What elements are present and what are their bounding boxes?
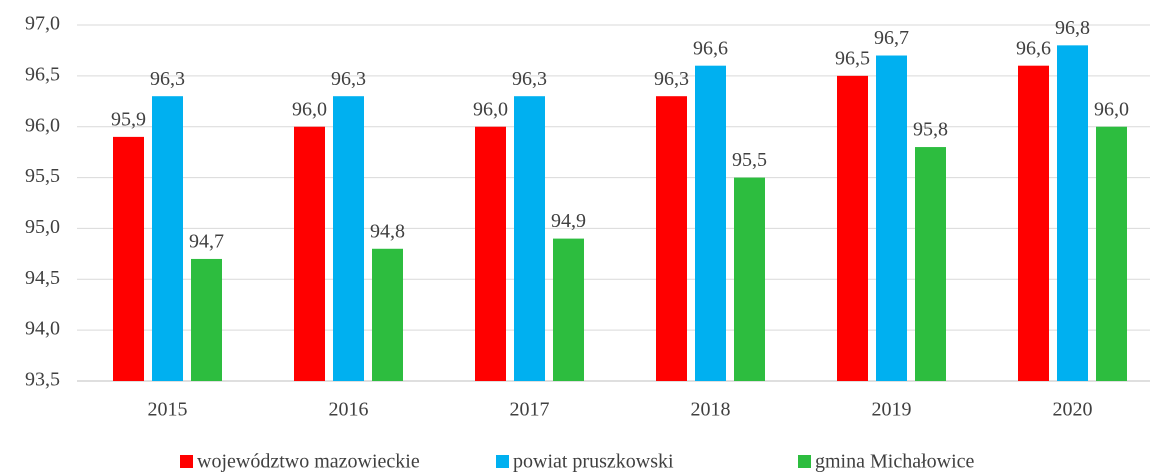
bar <box>191 258 222 381</box>
data-label: 96,6 <box>1016 37 1051 59</box>
data-label: 96,3 <box>331 68 366 90</box>
bar <box>152 96 183 381</box>
bar <box>372 248 403 381</box>
y-tick-label: 96,0 <box>25 114 60 136</box>
data-label: 95,5 <box>732 149 767 171</box>
legend-swatch <box>496 455 509 468</box>
bar <box>915 147 946 381</box>
x-tick-label: 2015 <box>148 399 188 421</box>
data-label: 94,9 <box>551 210 586 232</box>
data-label: 96,3 <box>654 68 689 90</box>
x-tick-label: 2016 <box>329 399 369 421</box>
x-tick-label: 2018 <box>691 399 731 421</box>
legend-label: powiat pruszkowski <box>513 451 674 473</box>
bar <box>113 136 144 381</box>
legend-swatch <box>798 455 811 468</box>
data-label: 94,7 <box>189 231 224 253</box>
data-label: 95,8 <box>913 119 948 141</box>
y-tick-label: 97,0 <box>25 13 60 35</box>
legend-label: województwo mazowieckie <box>197 451 420 473</box>
data-label: 96,0 <box>292 98 327 120</box>
bar <box>656 96 687 381</box>
x-tick-label: 2019 <box>872 399 912 421</box>
y-tick-label: 95,0 <box>25 216 60 238</box>
data-label: 96,0 <box>473 98 508 120</box>
y-tick-label: 95,5 <box>25 165 60 187</box>
bar <box>695 65 726 381</box>
bar <box>1096 126 1127 381</box>
bar <box>475 126 506 381</box>
y-tick-label: 96,5 <box>25 63 60 85</box>
data-label: 96,5 <box>835 47 870 69</box>
data-label: 96,7 <box>874 27 909 49</box>
bar <box>333 96 364 381</box>
bar <box>734 177 765 381</box>
bar <box>294 126 325 381</box>
data-label: 96,0 <box>1094 98 1129 120</box>
bar <box>1018 65 1049 381</box>
y-tick-label: 94,0 <box>25 318 60 340</box>
bar <box>876 55 907 382</box>
bar <box>1057 45 1088 381</box>
x-tick-label: 2017 <box>510 399 550 421</box>
legend-label: gmina Michałowice <box>815 451 975 473</box>
data-label: 96,6 <box>693 37 728 59</box>
data-label: 96,3 <box>150 68 185 90</box>
data-label: 96,3 <box>512 68 547 90</box>
bar <box>837 75 868 381</box>
data-label: 96,8 <box>1055 17 1090 39</box>
y-tick-label: 94,5 <box>25 267 60 289</box>
bar <box>553 238 584 381</box>
data-label: 94,8 <box>370 220 405 242</box>
data-label: 95,9 <box>111 108 146 130</box>
x-tick-label: 2020 <box>1053 399 1093 421</box>
y-tick-label: 93,5 <box>25 369 60 391</box>
legend-swatch <box>180 455 193 468</box>
bar <box>514 96 545 381</box>
